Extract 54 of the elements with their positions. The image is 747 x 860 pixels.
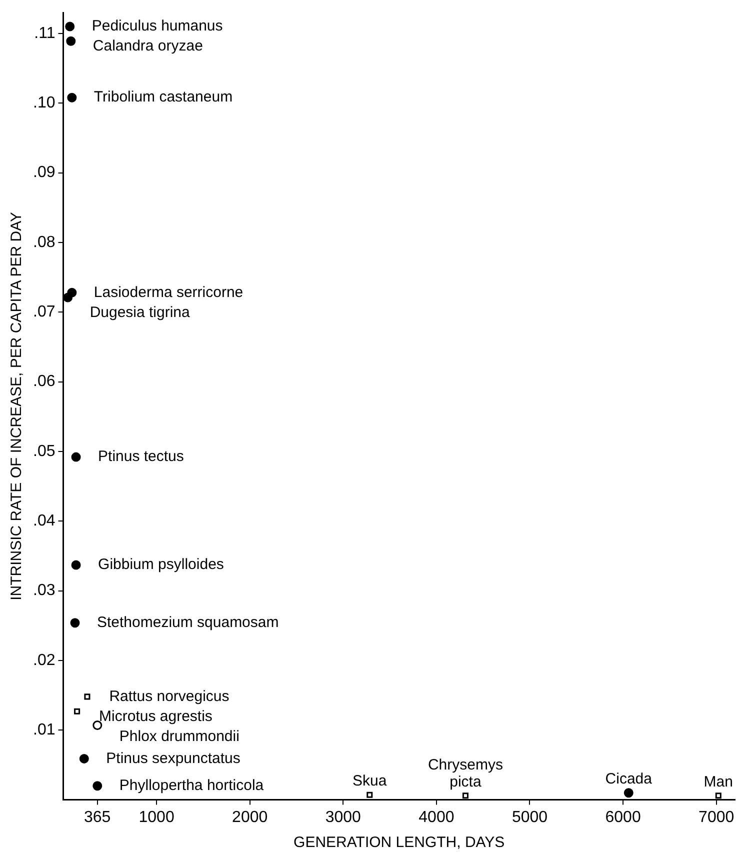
annotation: Phyllopertha horticola <box>119 777 264 794</box>
point <box>74 708 80 714</box>
point <box>65 22 75 32</box>
y-tick-label: .03 <box>32 582 56 600</box>
y-tick-label: .02 <box>32 652 56 669</box>
x-tick-label: 3000 <box>325 808 362 826</box>
y-tick-label: .11 <box>34 24 56 42</box>
point <box>92 781 102 791</box>
point <box>70 618 80 628</box>
annotation: Ptinus sexpunctatus <box>106 750 240 767</box>
point <box>624 788 634 798</box>
annotation: Man <box>704 773 733 790</box>
annotation: Phlox drummondii <box>119 728 240 745</box>
y-tick-label: .10 <box>32 94 56 112</box>
annotation: Tribolium castaneum <box>94 88 233 106</box>
annotation: Stethomezium squamosam <box>97 614 279 631</box>
y-tick-label: .01 <box>32 722 56 739</box>
y-tick-label: .05 <box>32 442 56 460</box>
point <box>92 720 102 730</box>
point <box>67 92 77 102</box>
y-tick-label: .04 <box>32 512 56 530</box>
point <box>715 792 722 799</box>
point <box>63 292 73 302</box>
annotation: Lasioderma serricorne <box>94 284 244 301</box>
x-tick-label: 4000 <box>418 808 454 826</box>
annotation: Cicada <box>605 770 653 788</box>
point <box>366 792 373 798</box>
x-tick-label: 6000 <box>605 808 641 826</box>
annotation: Rattus norvegicus <box>109 688 230 705</box>
point <box>71 452 81 462</box>
x-tick-label: 7000 <box>698 808 734 826</box>
annotation: Pediculus humanus <box>92 18 223 35</box>
annotation: Gibbium psylloides <box>98 556 224 574</box>
x-tick-label: 2000 <box>232 808 268 826</box>
annotation: Skua <box>352 772 388 790</box>
point <box>71 560 81 570</box>
annotation: Chrysemys picta <box>428 756 503 790</box>
x-tick-label: 365 <box>84 808 111 826</box>
annotation: Dugesia tigrina <box>90 304 191 321</box>
point <box>79 754 89 764</box>
y-axis-title: INTRINSIC RATE OF INCREASE, PER CAPITA PER DAY <box>8 212 26 600</box>
annotation: Ptinus tectus <box>98 448 184 466</box>
y-tick-label: .07 <box>32 304 56 321</box>
y-tick-label: .09 <box>32 164 56 182</box>
annotation: Calandra oryzae <box>92 38 203 55</box>
y-tick-label: .08 <box>32 234 56 251</box>
point <box>66 36 76 46</box>
y-tick-label: .06 <box>32 373 56 390</box>
point <box>462 792 468 799</box>
point <box>84 694 90 700</box>
annotation: Microtus agrestis <box>99 708 212 725</box>
x-axis-title: GENERATION LENGTH, DAYS <box>294 834 505 852</box>
x-tick-label: 1000 <box>138 808 174 826</box>
x-tick-label: 5000 <box>512 808 548 826</box>
